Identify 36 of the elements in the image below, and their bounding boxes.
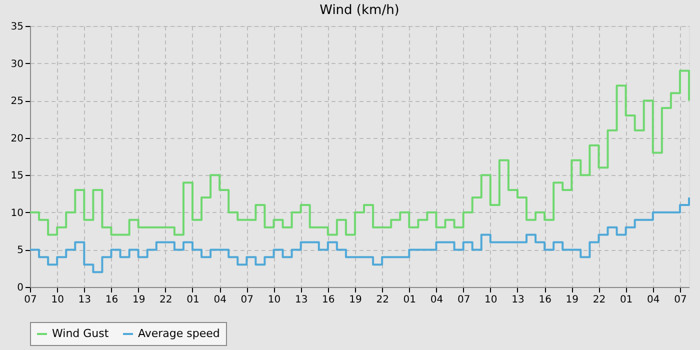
x-tick-label: 10 [484,294,498,306]
x-tick-label: 13 [294,294,308,306]
x-tick-label: 10 [51,294,64,306]
x-tick-label: 01 [186,294,200,306]
x-tick-label: 19 [566,294,579,306]
x-tick-label: 04 [647,294,660,306]
x-tick-label: 01 [403,294,416,306]
x-tick-label: 07 [674,294,687,306]
x-tick-label: 19 [132,294,146,306]
x-tick-label: 16 [538,294,552,306]
x-tick-label: 22 [592,294,606,306]
x-tick-label: 13 [78,294,92,306]
x-tick-label: 16 [105,294,118,306]
x-tick-label: 01 [620,294,633,306]
x-tick-label: 04 [214,294,226,306]
x-tick-label: 07 [240,294,254,306]
x-tick-label: 04 [430,294,444,306]
y-tick-label: 30 [10,58,24,70]
y-tick-label: 20 [10,133,24,144]
y-tick-label: 0 [17,282,24,294]
y-tick-label: 10 [10,208,24,219]
x-tick-label: 22 [160,294,172,306]
y-tick-label: 15 [10,170,24,182]
y-tick-label: 25 [10,96,24,108]
y-tick-label: 5 [17,245,24,256]
x-tick-label: 07 [24,294,37,306]
x-tick-label: 10 [268,294,281,306]
x-tick-label: 16 [322,294,335,306]
y-tick-label: 35 [10,22,24,32]
legend-label: Average speed [138,327,220,340]
x-tick-label: 22 [376,294,389,306]
chart-title: Wind (km/h) [320,3,400,18]
x-tick-label: 13 [512,294,524,306]
x-tick-label: 07 [457,294,470,306]
legend-label: Wind Gust [52,327,110,340]
x-tick-label: 19 [349,294,362,306]
